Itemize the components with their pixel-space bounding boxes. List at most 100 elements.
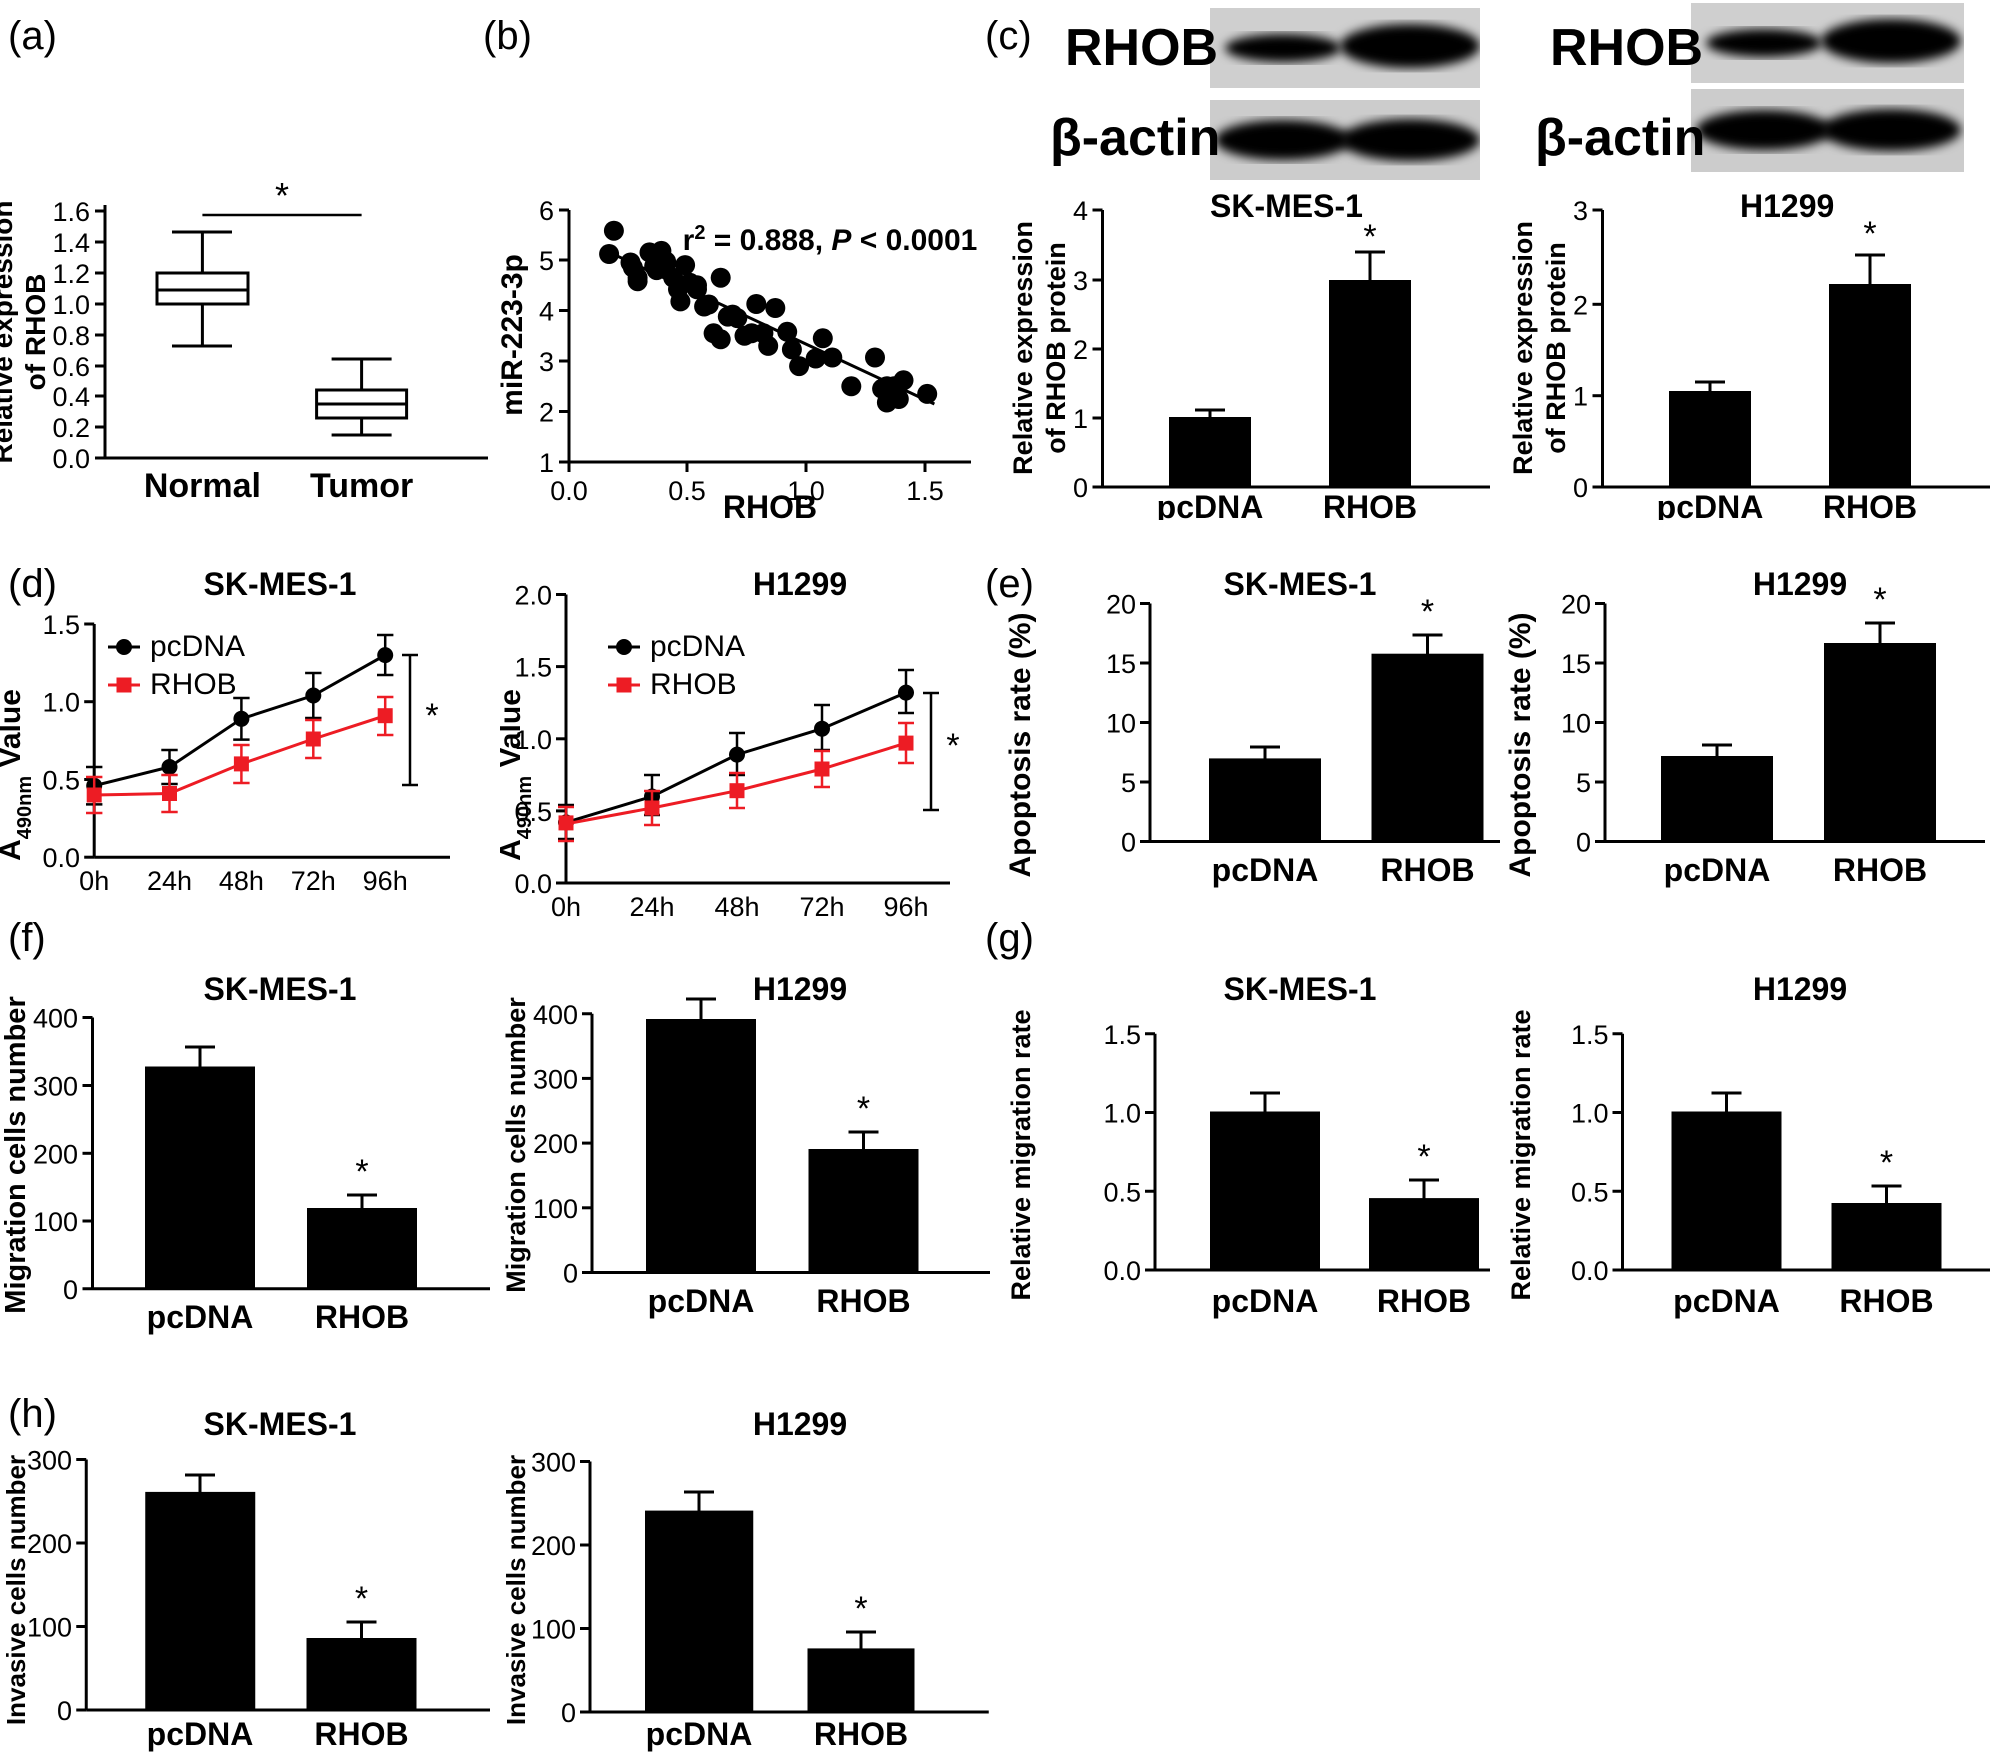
svg-text:RHOB: RHOB <box>814 1716 908 1752</box>
svg-text:1.6: 1.6 <box>52 197 90 227</box>
svg-text:0.0: 0.0 <box>514 869 552 899</box>
svg-text:200: 200 <box>531 1531 576 1561</box>
svg-text:SK-MES-1: SK-MES-1 <box>204 971 357 1007</box>
svg-text:Tumor: Tumor <box>310 467 413 505</box>
svg-text:Normal: Normal <box>144 467 261 505</box>
svg-text:miR-223-3p: miR-223-3p <box>500 254 529 416</box>
svg-text:RHOB: RHOB <box>314 1716 408 1752</box>
svg-text:300: 300 <box>27 1446 72 1476</box>
svg-text:Invasive cells number: Invasive cells number <box>1 1455 31 1725</box>
svg-text:1.5: 1.5 <box>42 610 80 640</box>
svg-text:2: 2 <box>1073 335 1088 365</box>
svg-text:RHOB: RHOB <box>1323 489 1417 520</box>
svg-text:*: * <box>946 727 959 765</box>
svg-text:0.6: 0.6 <box>52 352 90 382</box>
svg-text:Relative migration rate: Relative migration rate <box>1006 1009 1036 1300</box>
svg-text:RHOB: RHOB <box>723 489 817 520</box>
svg-text:RHOB: RHOB <box>816 1283 910 1319</box>
svg-text:0.5: 0.5 <box>668 476 706 506</box>
svg-text:RHOB: RHOB <box>1839 1283 1933 1319</box>
svg-text:RHOB: RHOB <box>650 668 737 701</box>
svg-text:1: 1 <box>539 448 554 478</box>
svg-text:pcDNA: pcDNA <box>1212 1283 1319 1319</box>
svg-text:100: 100 <box>533 1194 578 1224</box>
svg-text:1.5: 1.5 <box>514 653 552 683</box>
svg-text:pcDNA: pcDNA <box>150 630 245 663</box>
svg-text:0.0: 0.0 <box>1571 1256 1609 1286</box>
svg-text:0: 0 <box>561 1698 576 1728</box>
svg-text:5: 5 <box>1121 768 1136 798</box>
svg-text:20: 20 <box>1561 590 1591 620</box>
svg-text:Invasive cells number: Invasive cells number <box>501 1455 531 1725</box>
svg-text:300: 300 <box>533 1064 578 1094</box>
svg-text:RHOB: RHOB <box>1833 852 1927 888</box>
svg-text:24h: 24h <box>147 866 192 896</box>
svg-text:SK-MES-1: SK-MES-1 <box>1224 971 1377 1007</box>
svg-text:200: 200 <box>27 1529 72 1559</box>
svg-text:SK-MES-1: SK-MES-1 <box>1224 566 1377 602</box>
svg-text:Relative expression: Relative expression <box>0 200 18 463</box>
svg-text:RHOB: RHOB <box>150 668 237 701</box>
svg-text:*: * <box>1363 218 1376 256</box>
svg-text:48h: 48h <box>219 866 264 896</box>
svg-text:pcDNA: pcDNA <box>147 1299 254 1335</box>
svg-text:Migration cells number: Migration cells number <box>0 996 32 1313</box>
svg-text:SK-MES-1: SK-MES-1 <box>204 566 357 602</box>
svg-text:1.0: 1.0 <box>52 290 90 320</box>
svg-text:pcDNA: pcDNA <box>1664 852 1771 888</box>
svg-text:4: 4 <box>1073 196 1088 226</box>
svg-text:6: 6 <box>539 196 554 226</box>
svg-text:*: * <box>857 1090 870 1128</box>
svg-text:*: * <box>1880 1144 1893 1182</box>
svg-text:0.8: 0.8 <box>52 321 90 351</box>
svg-text:0.0: 0.0 <box>550 476 588 506</box>
svg-text:0.5: 0.5 <box>1571 1177 1609 1207</box>
svg-text:2.0: 2.0 <box>514 581 552 611</box>
svg-text:10: 10 <box>1561 709 1591 739</box>
svg-text:*: * <box>854 1590 867 1628</box>
svg-text:Apoptosis rate (%): Apoptosis rate (%) <box>1504 612 1537 877</box>
svg-text:0.5: 0.5 <box>42 766 80 796</box>
svg-text:400: 400 <box>533 1000 578 1030</box>
svg-text:RHOB: RHOB <box>1377 1283 1471 1319</box>
svg-text:3: 3 <box>1073 266 1088 296</box>
svg-text:0h: 0h <box>79 866 109 896</box>
svg-text:0: 0 <box>563 1259 578 1289</box>
svg-text:A490nm Value: A490nm Value <box>500 689 536 861</box>
svg-text:3: 3 <box>539 347 554 377</box>
svg-text:Migration cells number: Migration cells number <box>501 997 531 1293</box>
svg-text:pcDNA: pcDNA <box>1157 489 1264 520</box>
svg-text:1: 1 <box>1573 382 1588 412</box>
svg-text:Relative expression: Relative expression <box>1008 221 1038 475</box>
svg-text:300: 300 <box>33 1072 78 1102</box>
svg-text:H1299: H1299 <box>1753 566 1847 602</box>
svg-text:2: 2 <box>1573 290 1588 320</box>
svg-text:20: 20 <box>1106 590 1136 620</box>
svg-text:1.0: 1.0 <box>42 688 80 718</box>
svg-text:100: 100 <box>33 1207 78 1237</box>
svg-text:10: 10 <box>1106 709 1136 739</box>
svg-text:4: 4 <box>539 297 554 327</box>
svg-text:0: 0 <box>1573 473 1588 503</box>
svg-text:100: 100 <box>27 1613 72 1643</box>
svg-text:0: 0 <box>63 1275 78 1305</box>
svg-text:Relative migration rate: Relative migration rate <box>1506 1009 1536 1300</box>
svg-text:72h: 72h <box>291 866 336 896</box>
svg-text:pcDNA: pcDNA <box>1212 852 1319 888</box>
svg-text:1.2: 1.2 <box>52 259 90 289</box>
svg-text:200: 200 <box>33 1139 78 1169</box>
svg-text:pcDNA: pcDNA <box>648 1283 755 1319</box>
svg-text:pcDNA: pcDNA <box>1673 1283 1780 1319</box>
svg-text:1.5: 1.5 <box>1571 1020 1609 1050</box>
svg-text:1.4: 1.4 <box>52 228 90 258</box>
svg-text:SK-MES-1: SK-MES-1 <box>204 1406 357 1442</box>
svg-text:0: 0 <box>1073 473 1088 503</box>
svg-text:H1299: H1299 <box>753 1406 847 1442</box>
svg-text:pcDNA: pcDNA <box>646 1716 753 1752</box>
svg-text:of RHOB: of RHOB <box>20 274 51 391</box>
svg-text:1.0: 1.0 <box>1571 1099 1609 1129</box>
svg-text:pcDNA: pcDNA <box>147 1716 254 1752</box>
svg-text:0.0: 0.0 <box>52 444 90 474</box>
svg-text:1.0: 1.0 <box>1103 1099 1141 1129</box>
svg-text:15: 15 <box>1106 649 1136 679</box>
